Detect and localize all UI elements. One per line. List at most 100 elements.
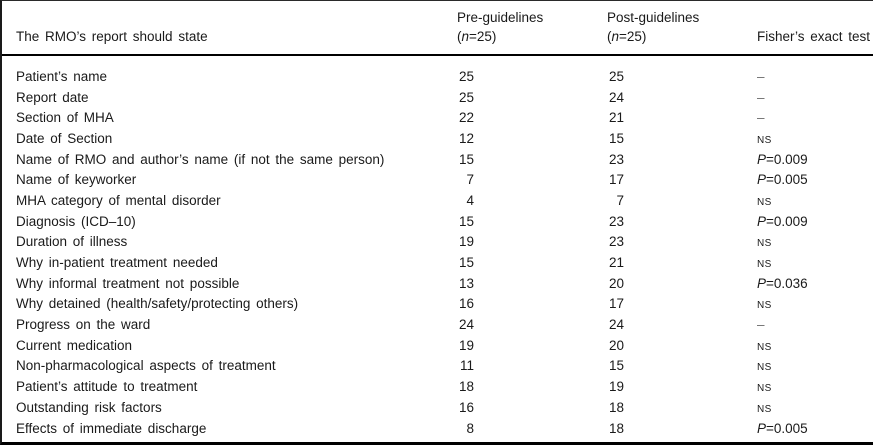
post-guidelines-cell: 17: [593, 172, 743, 187]
pre-guidelines-value: 15: [458, 213, 474, 229]
post-guidelines-cell: 17: [593, 296, 743, 311]
pre-guidelines-cell: 12: [443, 131, 593, 146]
post-guidelines-cell: 21: [593, 110, 743, 125]
rmo-report-table: The RMO’s report should state Pre-guidel…: [2, 1, 873, 438]
table-row: Effects of immediate discharge 8 18 P=0.005: [2, 418, 873, 439]
fisher-test-label: Fisher’s exact test: [757, 29, 871, 44]
post-guidelines-value: 21: [608, 255, 624, 271]
pre-guidelines-value: 16: [458, 399, 474, 415]
fisher-test-cell: NS: [743, 131, 873, 146]
row-label: Date of Section: [16, 130, 113, 146]
post-guidelines-cell: 23: [593, 152, 743, 167]
table-row: Section of MHA 22 21 –: [2, 107, 873, 128]
post-guidelines-value: 17: [608, 296, 624, 312]
pre-guidelines-cell: 24: [443, 317, 593, 332]
column-header-label: The RMO’s report should state: [16, 29, 208, 44]
row-label-cell: Non-pharmacological aspects of treatment: [2, 358, 443, 373]
pre-guidelines-value: 15: [458, 255, 474, 271]
post-guidelines-cell: 24: [593, 317, 743, 332]
pre-guidelines-cell: 18: [443, 379, 593, 394]
row-label-cell: Current medication: [2, 338, 443, 353]
table-row: Date of Section 12 15 NS: [2, 128, 873, 149]
fisher-test-value: –: [757, 317, 765, 333]
fisher-test-value: NS: [757, 134, 772, 146]
table-body: Patient’s name 25 25– Report date 25 24– Secti…: [2, 56, 873, 438]
post-guidelines-value: 18: [608, 420, 624, 436]
fisher-test-value: NS: [757, 383, 772, 395]
table-row: Name of RMO and author’s name (if not th…: [2, 149, 873, 170]
post-guidelines-n: (n=25): [607, 27, 743, 46]
row-label: Current medication: [16, 337, 133, 353]
fisher-test-value: NS: [757, 259, 772, 271]
post-guidelines-value: 7: [616, 192, 624, 208]
fisher-test-cell: NS: [743, 379, 873, 394]
post-guidelines-cell: 23: [593, 214, 743, 229]
row-label: MHA category of mental disorder: [16, 192, 221, 208]
fisher-test-value: P=0.005: [757, 172, 808, 188]
fisher-test-value: NS: [757, 300, 772, 312]
post-guidelines-title: Post-guidelines: [607, 10, 700, 25]
post-guidelines-value: 25: [608, 68, 624, 84]
post-guidelines-cell: 20: [593, 276, 743, 291]
fisher-test-value: P=0.005: [757, 420, 808, 436]
pre-guidelines-n: (n=25): [457, 27, 593, 46]
row-label: Why detained (health/safety/protecting o…: [16, 296, 299, 312]
post-guidelines-value: 23: [608, 151, 624, 167]
fisher-test-value: P=0.036: [757, 275, 808, 291]
row-label: Patient’s attitude to treatment: [16, 379, 198, 395]
italic-n: n: [611, 29, 620, 44]
fisher-test-cell: P=0.005: [743, 421, 873, 436]
row-label-cell: Effects of immediate discharge: [2, 421, 443, 436]
row-label-cell: Why detained (health/safety/protecting o…: [2, 296, 443, 311]
column-header-post-guidelines: Post-guidelines (n=25): [593, 8, 743, 46]
pre-guidelines-cell: 19: [443, 234, 593, 249]
row-label: Patient’s name: [16, 68, 108, 84]
pre-guidelines-value: 24: [458, 317, 474, 333]
post-guidelines-cell: 18: [593, 400, 743, 415]
table-row: Name of keyworker 7 17 P=0.005: [2, 169, 873, 190]
fisher-test-value: P=0.009: [757, 151, 808, 167]
table-row: Why in-patient treatment needed 15 21 NS: [2, 252, 873, 273]
row-label: Name of keyworker: [16, 172, 137, 188]
pre-guidelines-value: 12: [458, 130, 474, 146]
post-guidelines-value: 24: [608, 89, 624, 105]
fisher-test-cell: –: [743, 69, 873, 84]
fisher-test-cell: NS: [743, 296, 873, 311]
table-row: Why detained (health/safety/protecting o…: [2, 294, 873, 315]
row-label: Effects of immediate discharge: [16, 420, 207, 436]
row-label-cell: Duration of illness: [2, 234, 443, 249]
row-label: Why in-patient treatment needed: [16, 255, 218, 271]
row-label: Name of RMO and author’s name (if not th…: [16, 151, 385, 167]
row-label: Progress on the ward: [16, 317, 151, 333]
pre-guidelines-cell: 16: [443, 296, 593, 311]
table-row: Patient’s attitude to treatment 18 19 NS: [2, 376, 873, 397]
post-guidelines-value: 20: [608, 275, 624, 291]
pre-guidelines-value: 25: [458, 68, 474, 84]
post-guidelines-value: 15: [608, 358, 624, 374]
pre-guidelines-cell: 4: [443, 193, 593, 208]
pre-guidelines-cell: 11: [443, 358, 593, 373]
fisher-test-cell: NS: [743, 400, 873, 415]
fisher-test-cell: NS: [743, 193, 873, 208]
post-guidelines-value: 23: [608, 234, 624, 250]
fisher-test-value: NS: [757, 362, 772, 374]
post-guidelines-value: 17: [608, 172, 624, 188]
post-guidelines-value: 24: [608, 317, 624, 333]
row-label-cell: Name of RMO and author’s name (if not th…: [2, 152, 443, 167]
row-label-cell: Patient’s attitude to treatment: [2, 379, 443, 394]
table-row: MHA category of mental disorder 4 7 NS: [2, 190, 873, 211]
table-row: Current medication 19 20 NS: [2, 335, 873, 356]
post-guidelines-value: 18: [608, 399, 624, 415]
table-row: Duration of illness 19 23 NS: [2, 232, 873, 253]
fisher-test-cell: NS: [743, 338, 873, 353]
post-guidelines-value: 23: [608, 213, 624, 229]
post-guidelines-cell: 25: [593, 69, 743, 84]
column-header-fisher-test: Fisher’s exact test: [743, 27, 873, 46]
fisher-test-cell: –: [743, 317, 873, 332]
post-guidelines-cell: 24: [593, 90, 743, 105]
table-row: Report date 25 24 –: [2, 87, 873, 108]
row-label-cell: Section of MHA: [2, 110, 443, 125]
fisher-test-value: –: [757, 89, 765, 105]
pre-guidelines-cell: 22: [443, 110, 593, 125]
